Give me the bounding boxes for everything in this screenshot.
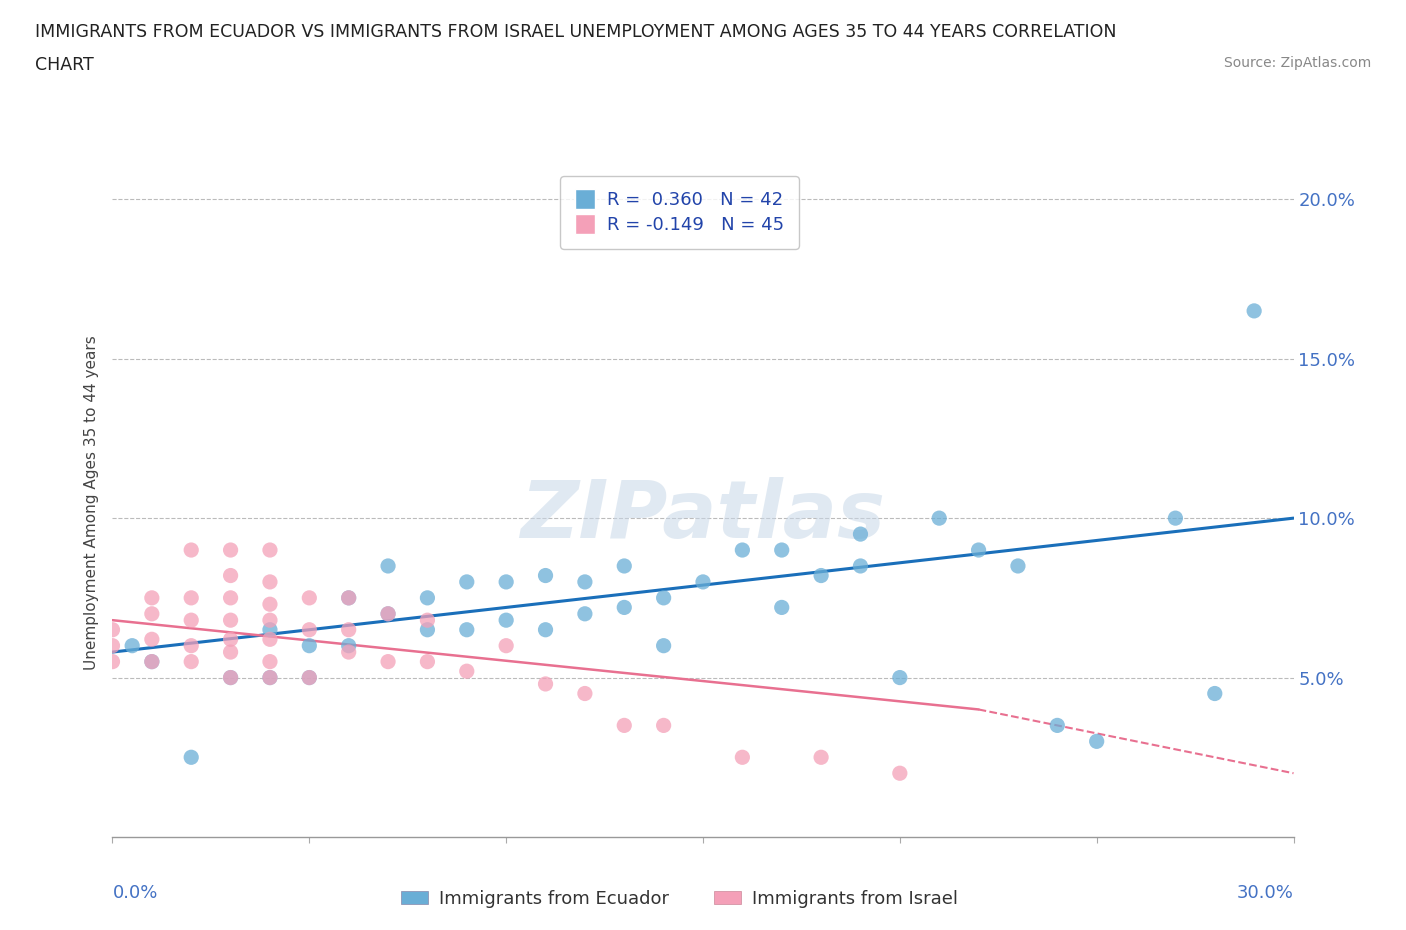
Point [259,671,281,685]
Point [967,542,990,557]
Text: IMMIGRANTS FROM ECUADOR VS IMMIGRANTS FROM ISRAEL UNEMPLOYMENT AMONG AGES 35 TO : IMMIGRANTS FROM ECUADOR VS IMMIGRANTS FR… [35,23,1116,41]
Point [1243,303,1265,318]
Point [770,600,793,615]
Point [219,631,242,646]
Point [652,718,675,733]
Point [219,671,242,685]
Point [377,559,399,574]
Point [574,686,596,701]
Text: 0.0%: 0.0% [112,884,157,902]
Point [219,613,242,628]
Point [574,606,596,621]
Point [180,591,202,605]
Point [298,591,321,605]
Point [456,664,478,679]
Point [613,600,636,615]
Point [298,622,321,637]
Point [259,671,281,685]
Point [298,671,321,685]
Point [849,526,872,541]
Point [180,654,202,669]
Point [613,559,636,574]
Point [810,568,832,583]
Point [810,750,832,764]
Point [692,575,714,590]
Point [141,631,163,646]
Point [337,591,360,605]
Point [652,638,675,653]
Point [1164,511,1187,525]
Point [259,654,281,669]
Point [259,542,281,557]
Point [416,613,439,628]
Point [456,575,478,590]
Point [377,606,399,621]
Point [495,638,517,653]
Text: 30.0%: 30.0% [1237,884,1294,902]
Point [1046,718,1069,733]
Point [337,638,360,653]
Point [1204,686,1226,701]
Point [298,638,321,653]
Point [259,622,281,637]
Point [259,575,281,590]
Point [180,613,202,628]
Legend: Immigrants from Ecuador, Immigrants from Israel: Immigrants from Ecuador, Immigrants from… [394,883,965,915]
Point [298,671,321,685]
Point [141,654,163,669]
Point [219,542,242,557]
Point [1007,559,1029,574]
Point [121,638,143,653]
Point [534,622,557,637]
Point [259,597,281,612]
Point [731,542,754,557]
Text: CHART: CHART [35,56,94,73]
Point [101,638,124,653]
Point [495,575,517,590]
Point [101,654,124,669]
Point [337,622,360,637]
Point [219,644,242,659]
Point [219,591,242,605]
Point [928,511,950,525]
Y-axis label: Unemployment Among Ages 35 to 44 years: Unemployment Among Ages 35 to 44 years [83,335,98,670]
Point [495,613,517,628]
Point [259,613,281,628]
Point [219,671,242,685]
Point [534,568,557,583]
Point [889,671,911,685]
Point [652,591,675,605]
Point [613,718,636,733]
Point [259,631,281,646]
Point [574,575,596,590]
Point [180,638,202,653]
Point [141,591,163,605]
Point [141,606,163,621]
Text: Source: ZipAtlas.com: Source: ZipAtlas.com [1223,56,1371,70]
Point [141,654,163,669]
Point [180,750,202,764]
Point [416,591,439,605]
Point [337,591,360,605]
Point [889,765,911,780]
Point [377,654,399,669]
Point [377,606,399,621]
Point [416,622,439,637]
Point [337,644,360,659]
Point [416,654,439,669]
Point [219,568,242,583]
Point [101,622,124,637]
Point [849,559,872,574]
Point [456,622,478,637]
Point [731,750,754,764]
Point [180,542,202,557]
Point [1085,734,1108,749]
Point [534,676,557,691]
Text: ZIPatlas: ZIPatlas [520,476,886,554]
Point [770,542,793,557]
